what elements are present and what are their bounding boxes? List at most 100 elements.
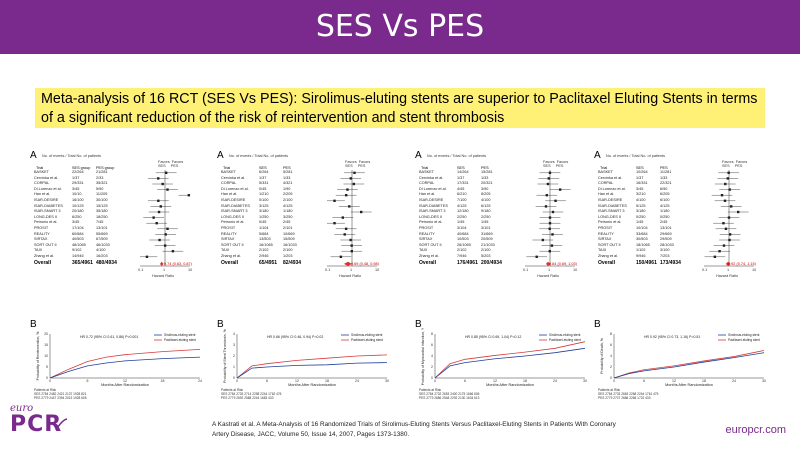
- trial-row: TAXI 2/102 2/100: [221, 248, 321, 254]
- trial-ses-events: 10/264: [636, 170, 648, 174]
- trial-name: Di Lorenzo et al.: [221, 186, 249, 191]
- forest-column-headers: Trial SES PES: [600, 166, 684, 170]
- trial-name: ISAR-SMART 3: [598, 209, 625, 214]
- trial-name: REALITY: [598, 231, 614, 236]
- trial-pes-events: 6/205: [660, 192, 670, 197]
- forest-axis-tick: 10: [375, 268, 380, 272]
- trial-name: ISAR-DESIRE: [598, 197, 623, 202]
- site-link[interactable]: europcr.com: [725, 424, 786, 436]
- trial-name: Han et al.: [598, 192, 615, 197]
- trial-name: ISAR-DIABETES: [598, 203, 627, 208]
- km-y-tick: 6: [431, 343, 433, 347]
- trial-ses-events: 4/125: [457, 203, 467, 208]
- trial-name: Han et al.: [221, 192, 238, 197]
- trial-ses-events: 2/102: [259, 248, 269, 253]
- trial-ses-events: 16/331: [636, 181, 648, 186]
- trial-point: [164, 233, 167, 236]
- trial-ses-events: 3/45: [72, 186, 80, 191]
- trial-ses-events: 1/37: [72, 175, 80, 180]
- trial-row: Zhang et al. 14/946 16/203: [34, 254, 134, 260]
- trial-name: ISAR-DESIRE: [221, 197, 246, 202]
- col-trial-header: Trial: [421, 166, 429, 170]
- trial-ses-events: 26/1065: [457, 242, 471, 247]
- trial-ses-events: 30/503: [636, 237, 648, 242]
- trial-pes-events: 6/100: [660, 197, 670, 202]
- trial-point: [152, 216, 155, 219]
- trial-point: [155, 222, 158, 225]
- trial-name: PROSIT: [598, 225, 613, 230]
- km-x-tick: 12: [123, 379, 127, 383]
- overall-ses: 176/4961: [457, 259, 478, 266]
- trial-row: Petronio et al. 1/45 1/45: [419, 220, 519, 226]
- trial-ses-events: 0/45: [259, 186, 267, 191]
- events-header: No. of events / Total No. of patients: [229, 154, 289, 158]
- trial-pes-events: 2/100: [481, 248, 491, 253]
- forest-axis-tick: 0.1: [138, 268, 144, 272]
- km-x-tick: 18: [161, 379, 165, 383]
- trial-ses-events: 6/250: [72, 214, 82, 219]
- trial-row: Di Lorenzo et al. 3/45 5/90: [34, 187, 134, 193]
- forest-plot: [704, 170, 754, 267]
- overall-hr: 0.84 (0.69, 1.03): [549, 261, 577, 266]
- trial-name: REALITY: [221, 231, 237, 236]
- trial-ses-events: 17/104: [72, 225, 84, 230]
- trial-name: BASKET: [221, 170, 236, 174]
- trial-row: ISAR-SMART 3 20/180 35/180: [34, 209, 134, 215]
- trial-row: Petronio et al. 1/45 2/45: [598, 220, 698, 226]
- trial-ses-events: 3/180: [636, 209, 646, 214]
- trial-pes-events: 46/1033: [96, 242, 110, 247]
- trial-name: Di Lorenzo et al.: [419, 186, 447, 191]
- trial-pes-events: 6/90: [660, 186, 668, 191]
- trial-pes-events: 9/180: [481, 209, 491, 214]
- km-x-tick: 24: [355, 379, 359, 383]
- trial-ses-events: 6/264: [259, 170, 269, 174]
- legend-pes-label: Paclitaxel-eluting stent: [351, 338, 383, 342]
- section-label-a: A: [594, 150, 601, 161]
- trial-pes-events: 2/100: [283, 197, 293, 202]
- trial-row: LONG-DES II 0/250 0/250: [598, 215, 698, 221]
- at-risk-title: Patients at Risk: [419, 388, 442, 392]
- at-risk-title: Patients at Risk: [598, 388, 621, 392]
- trial-name: BASKET: [419, 170, 434, 174]
- trial-name: SIRTAX: [598, 237, 612, 242]
- trial-pes-events: 1/45: [481, 220, 489, 225]
- trial-point: [344, 227, 348, 230]
- forest-plot: [525, 170, 575, 267]
- trial-ses-events: 10/104: [636, 225, 648, 230]
- trial-row: SORT OUT II 16/1065 16/1033: [221, 243, 321, 249]
- trial-ses-events: 6/210: [457, 192, 467, 197]
- trial-row: SIRTAX 30/503 29/509: [598, 237, 698, 243]
- trial-row: CORPAL 17/331 20/321: [419, 181, 519, 187]
- patients-at-risk: Patients at Risk SES 2784 2733 2663 2268 …: [598, 388, 658, 400]
- overall-row: Overall 176/4961 200/4934: [419, 260, 519, 267]
- trial-row: Cervinka et al. 1/37 1/33: [419, 176, 519, 182]
- section-label-b: B: [594, 319, 601, 330]
- trial-pes-events: 29/669: [660, 231, 672, 236]
- trial-point: [352, 182, 356, 186]
- ses-curve: [236, 362, 388, 379]
- trial-row: PROSIT 10/104 13/101: [598, 226, 698, 232]
- trial-name: SIRTAX: [221, 237, 235, 242]
- trial-row: SORT OUT II 26/1065 21/1033: [419, 243, 519, 249]
- trial-ses-events: 10/125: [72, 203, 84, 208]
- trial-point: [550, 244, 554, 247]
- trial-row: SORT OUT II 18/1065 28/1033: [598, 243, 698, 249]
- km-y-tick: 0: [46, 376, 48, 380]
- trial-row: SIRTAX 10/503 20/509: [419, 237, 519, 243]
- trial-pes-events: 16/203: [96, 253, 108, 258]
- trial-pes-events: 3/101: [481, 225, 491, 230]
- trial-ses-events: 2/250: [457, 214, 467, 219]
- trial-point: [349, 238, 352, 242]
- figure-panel-2: A B No. of events / Total No. of patients T…: [217, 150, 399, 400]
- trial-ses-events: 10/503: [457, 237, 469, 242]
- trial-name: SORT OUT II: [419, 242, 442, 247]
- km-x-tick: 18: [523, 379, 527, 383]
- trial-ses-events: 33/684: [636, 231, 648, 236]
- trial-point: [722, 222, 725, 225]
- col-trial-header: Trial: [600, 166, 608, 170]
- trial-row: REALITY 5/684 10/669: [221, 232, 321, 238]
- trial-point: [548, 216, 552, 219]
- trial-name: LONG-DES II: [598, 214, 621, 219]
